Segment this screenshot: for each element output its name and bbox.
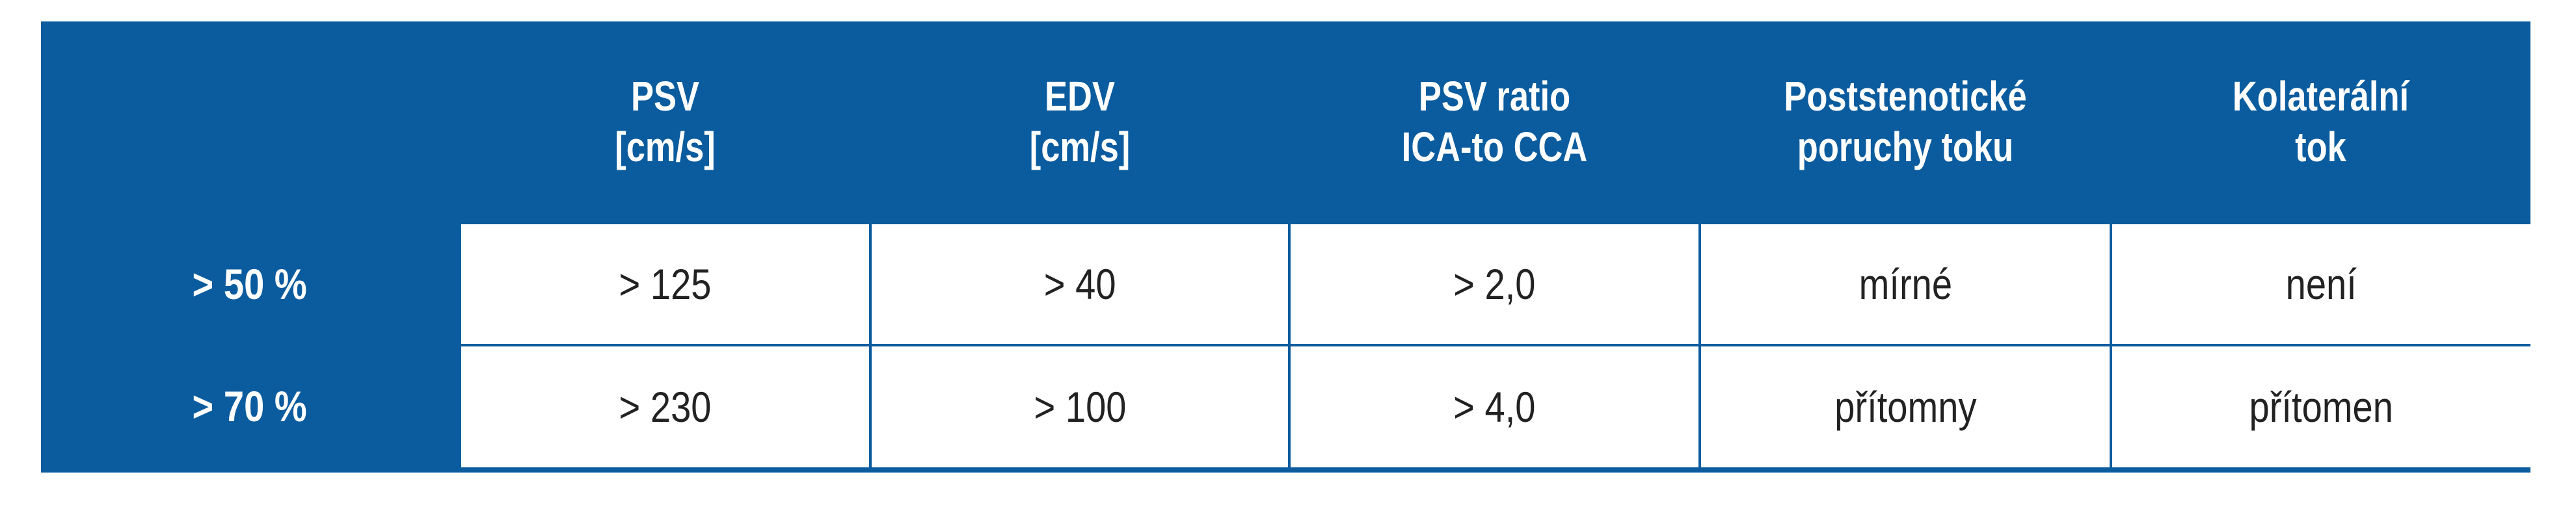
header-line: poruchy toku: [1797, 124, 2014, 170]
cell-text: > 230: [619, 383, 712, 431]
cell-text: mírné: [1858, 260, 1952, 308]
header-cell: PSV ratio ICA-to CCA: [1326, 21, 1663, 223]
cell-text: > 40: [1043, 260, 1116, 308]
corner-cell: [79, 21, 422, 223]
table-row: > 50 % > 125 > 40 > 2,0 mírné není: [41, 222, 2530, 345]
cell-text: > 2,0: [1453, 260, 1536, 308]
table-row: > 70 % > 230 > 100 > 4,0 přítomny přítomen: [41, 344, 2530, 467]
data-cell: přítomen: [2110, 344, 2530, 467]
data-cell: mírné: [1698, 222, 2111, 345]
data-cell: > 125: [459, 222, 870, 345]
header-line: [cm/s]: [1029, 124, 1131, 170]
data-cell: > 40: [869, 222, 1289, 345]
data-cell: není: [2110, 222, 2530, 345]
header-line: ICA-to CCA: [1401, 124, 1588, 170]
data-cell: přítomny: [1698, 344, 2111, 467]
row-label-cell: > 70 %: [41, 345, 460, 467]
header-line: Poststenotické: [1784, 73, 2027, 120]
header-cell: Kolaterální tok: [2149, 21, 2493, 223]
row-label: > 70 %: [192, 382, 308, 430]
cell-text: přítomen: [2249, 383, 2394, 431]
cell-text: přítomny: [1834, 383, 1977, 431]
data-cell: > 4,0: [1288, 344, 1700, 467]
row-label: > 50 %: [192, 260, 308, 308]
data-cell: > 100: [869, 344, 1289, 467]
cell-text: > 100: [1034, 383, 1126, 431]
header-line: [cm/s]: [615, 124, 716, 170]
header-line: tok: [2295, 124, 2346, 170]
header-row: PSV [cm/s] EDV [cm/s] PSV ratio ICA-to CCA Pos…: [41, 21, 2530, 223]
table-frame: PSV [cm/s] EDV [cm/s] PSV ratio ICA-to CCA Pos…: [41, 21, 2530, 473]
row-label-cell: > 50 %: [41, 223, 460, 345]
criteria-table: PSV [cm/s] EDV [cm/s] PSV ratio ICA-to CCA Pos…: [41, 21, 2530, 467]
header-line: EDV: [1045, 73, 1115, 120]
header-cell: EDV [cm/s]: [908, 21, 1252, 223]
cell-text: > 4,0: [1453, 383, 1536, 431]
data-cell: > 230: [459, 344, 870, 467]
header-line: PSV: [630, 73, 700, 120]
cell-text: > 125: [619, 260, 712, 308]
table-header: PSV [cm/s] EDV [cm/s] PSV ratio ICA-to CCA Pos…: [41, 21, 2530, 223]
header-cell: PSV [cm/s]: [497, 21, 833, 223]
header-line: PSV ratio: [1418, 73, 1571, 120]
header-line: Kolaterální: [2232, 73, 2409, 120]
data-cell: > 2,0: [1288, 222, 1700, 345]
table-body: > 50 % > 125 > 40 > 2,0 mírné není > 70 % > 230…: [41, 222, 2530, 467]
cell-text: není: [2285, 260, 2357, 308]
header-cell: Poststenotické poruchy toku: [1737, 21, 2074, 223]
